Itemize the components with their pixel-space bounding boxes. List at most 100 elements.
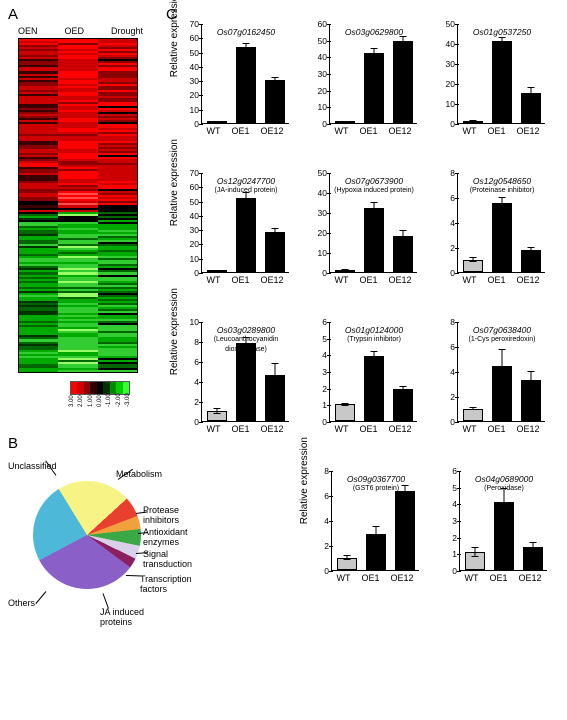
- chart-title: Os01g0124000(Trypsin inhibitor): [331, 325, 417, 345]
- y-axis-label: Relative expression: [169, 288, 180, 375]
- chart-title: Os12g0247700(JA-induced protein): [203, 176, 289, 196]
- x-tick-label: OE12: [260, 275, 283, 285]
- x-tick-label: WT: [206, 275, 220, 285]
- x-tick-label: WT: [462, 424, 476, 434]
- chart-title: Os03g0289800(Leucoanthocyanidin dioxygen…: [203, 325, 289, 355]
- bar: [265, 232, 285, 272]
- bar: [521, 250, 541, 273]
- x-tick-label: WT: [334, 275, 348, 285]
- x-tick-label: OE1: [487, 126, 505, 136]
- y-axis-label: Relative expression: [169, 0, 180, 77]
- x-tick-label: OE1: [231, 424, 249, 434]
- bar: [265, 375, 285, 421]
- chart-title: Os03g0629800: [331, 27, 417, 37]
- heatmap-col-label: OED: [64, 26, 84, 36]
- heatmap-columns: OEN OED Drought: [18, 26, 143, 36]
- pie-slice-label: JA inducedproteins: [100, 607, 144, 627]
- chart-title: Os07g0638400(1-Cys peroxiredoxin): [459, 325, 545, 345]
- chart-title: Os09g0367700(GST6 protein): [333, 474, 419, 494]
- bar: [465, 552, 485, 570]
- pie-slice-label: Others: [8, 598, 35, 608]
- x-tick-label: OE12: [260, 126, 283, 136]
- bar: [463, 409, 483, 422]
- panel-c-charts: Relative expression010203040506070Os07g0…: [173, 18, 559, 614]
- x-tick-label: OE12: [260, 424, 283, 434]
- chart-title: Os01g0537250: [459, 27, 545, 37]
- bar: [393, 236, 413, 272]
- bar: [236, 198, 256, 272]
- x-tick-label: WT: [334, 424, 348, 434]
- bar: [393, 389, 413, 421]
- panel-a-label: A: [8, 6, 18, 23]
- bar: [364, 53, 384, 123]
- bar: [236, 47, 256, 123]
- x-tick-label: OE1: [359, 424, 377, 434]
- x-tick-label: OE1: [359, 275, 377, 285]
- x-tick-label: OE12: [516, 424, 539, 434]
- bar-chart: Relative expression010203040506070Os12g0…: [173, 167, 296, 302]
- bar: [463, 260, 483, 273]
- x-tick-label: OE1: [361, 573, 379, 583]
- bar: [494, 502, 514, 570]
- panel-b-label: B: [8, 435, 18, 452]
- bar-chart: 02468Os07g0638400(1-Cys peroxiredoxin)WT…: [429, 316, 552, 451]
- bar: [265, 80, 285, 123]
- bar: [364, 356, 384, 421]
- bar-chart: Relative expression0246810Os03g0289800(L…: [173, 316, 296, 451]
- bar: [492, 366, 512, 421]
- bar-chart: 01020304050Os07g0673900(Hypoxia induced …: [301, 167, 424, 302]
- bar: [521, 380, 541, 421]
- x-tick-label: OE12: [388, 126, 411, 136]
- x-tick-label: OE1: [487, 424, 505, 434]
- chart-title: Os04g0689000(Peroxidase): [461, 474, 547, 494]
- bar: [364, 208, 384, 272]
- x-tick-label: OE12: [518, 573, 541, 583]
- y-axis-label: Relative expression: [169, 139, 180, 226]
- bar: [207, 121, 227, 123]
- bar: [463, 121, 483, 123]
- y-axis-label: Relative expression: [299, 437, 310, 524]
- x-tick-label: OE1: [231, 126, 249, 136]
- x-tick-label: OE12: [516, 275, 539, 285]
- bar: [523, 547, 543, 570]
- x-tick-label: OE1: [487, 275, 505, 285]
- pie-chart: [33, 481, 141, 589]
- x-tick-label: WT: [462, 126, 476, 136]
- chart-title: Os12g0548650(Proteinase inhibitor): [459, 176, 545, 196]
- bar: [492, 203, 512, 272]
- heatmap-legend-ticks: 3.002.001.000.00-1.00-2.00-3.00: [69, 395, 131, 401]
- bar-chart: 0123456Os01g0124000(Trypsin inhibitor)WT…: [301, 316, 424, 451]
- bar: [335, 270, 355, 272]
- panel-a-heatmap: OEN OED Drought 3.002.001.000.00-1.00-2.…: [10, 26, 158, 401]
- bar-chart: Relative expression02468Os09g0367700(GST…: [303, 465, 426, 600]
- x-tick-label: WT: [334, 126, 348, 136]
- bar: [393, 41, 413, 123]
- x-tick-label: WT: [206, 126, 220, 136]
- x-tick-label: WT: [462, 275, 476, 285]
- heatmap-col-label: Drought: [111, 26, 143, 36]
- x-tick-label: WT: [206, 424, 220, 434]
- bar-chart: 01020304050Os01g0537250WTOE1OE12: [429, 18, 552, 153]
- x-tick-label: OE1: [489, 573, 507, 583]
- x-tick-label: WT: [464, 573, 478, 583]
- bar: [207, 411, 227, 421]
- x-tick-label: OE12: [388, 424, 411, 434]
- x-tick-label: OE12: [516, 126, 539, 136]
- bar: [335, 404, 355, 421]
- bar-chart: 0102030405060Os03g0629800WTOE1OE12: [301, 18, 424, 153]
- bar: [492, 41, 512, 123]
- figure: A B C OEN OED Drought 3.002.001.000.00-1…: [8, 8, 559, 712]
- x-tick-label: WT: [336, 573, 350, 583]
- x-tick-label: OE12: [390, 573, 413, 583]
- x-tick-label: OE12: [388, 275, 411, 285]
- panel-b-pie: UnclassifiedMetabolismProteaseinhibitors…: [8, 453, 178, 643]
- x-tick-label: OE1: [359, 126, 377, 136]
- bar: [207, 270, 227, 272]
- chart-title: Os07g0673900(Hypoxia induced protein): [331, 176, 417, 196]
- bar-chart: Relative expression010203040506070Os07g0…: [173, 18, 296, 153]
- bar: [521, 93, 541, 123]
- bar-chart: 02468Os12g0548650(Proteinase inhibitor)W…: [429, 167, 552, 302]
- bar-chart: 0123456Os04g0689000(Peroxidase)WTOE1OE12: [431, 465, 554, 600]
- bar: [335, 121, 355, 123]
- heatmap-col-label: OEN: [18, 26, 38, 36]
